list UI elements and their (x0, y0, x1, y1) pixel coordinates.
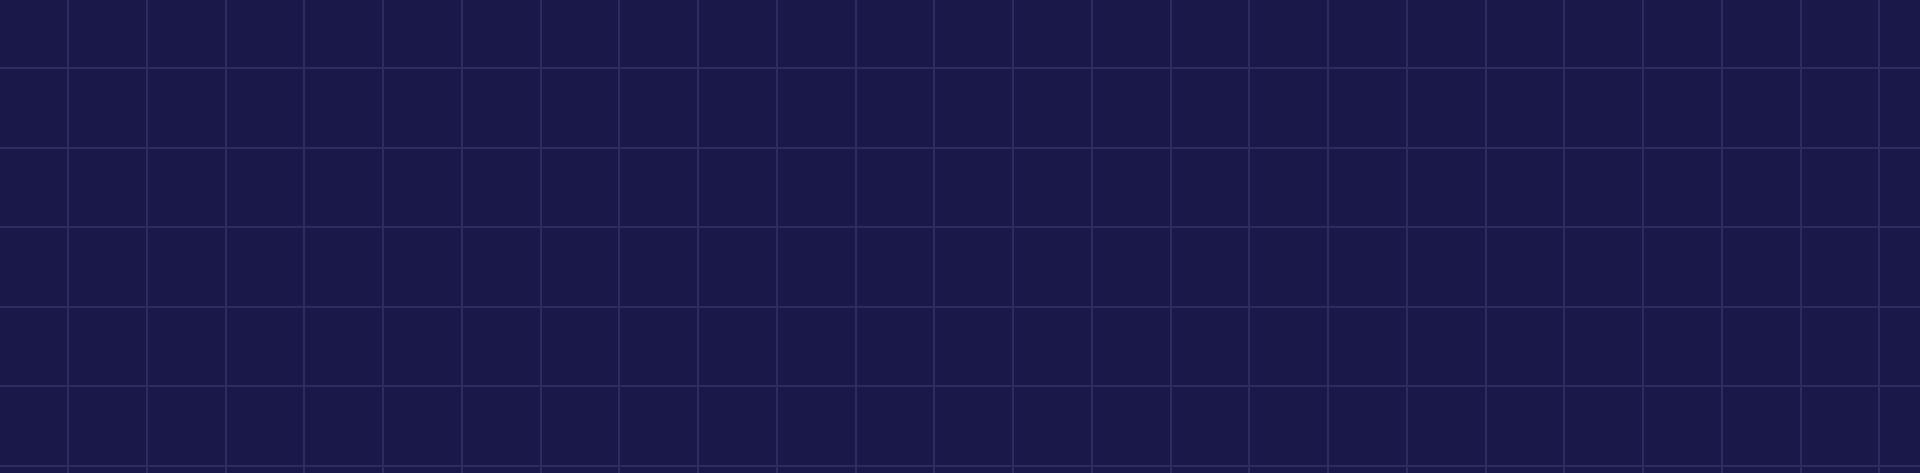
grid-line-vertical (1485, 0, 1487, 473)
grid-line-vertical (303, 0, 305, 473)
grid-line-vertical (618, 0, 620, 473)
grid-line-vertical (1642, 0, 1644, 473)
grid-line-vertical (1800, 0, 1802, 473)
grid-line-horizontal (0, 147, 1920, 149)
grid-line-vertical (776, 0, 778, 473)
grid-line-horizontal (0, 226, 1920, 228)
grid-line-vertical (67, 0, 69, 473)
grid-line-vertical (1091, 0, 1093, 473)
grid-line-horizontal (0, 67, 1920, 69)
grid-line-vertical (461, 0, 463, 473)
grid-line-vertical (1170, 0, 1172, 473)
grid-line-vertical (382, 0, 384, 473)
grid-line-vertical (1878, 0, 1880, 473)
grid-line-vertical (933, 0, 935, 473)
grid-line-vertical (146, 0, 148, 473)
grid-line-vertical (1248, 0, 1250, 473)
grid-line-vertical (540, 0, 542, 473)
grid-line-horizontal (0, 306, 1920, 308)
grid-line-vertical (1327, 0, 1329, 473)
grid-line-vertical (1563, 0, 1565, 473)
grid-line-vertical (225, 0, 227, 473)
grid-line-horizontal (0, 385, 1920, 387)
grid-line-vertical (1406, 0, 1408, 473)
grid-line-vertical (697, 0, 699, 473)
grid-line-horizontal (0, 465, 1920, 467)
grid-line-vertical (855, 0, 857, 473)
grid-line-vertical (1721, 0, 1723, 473)
grid-line-vertical (1012, 0, 1014, 473)
